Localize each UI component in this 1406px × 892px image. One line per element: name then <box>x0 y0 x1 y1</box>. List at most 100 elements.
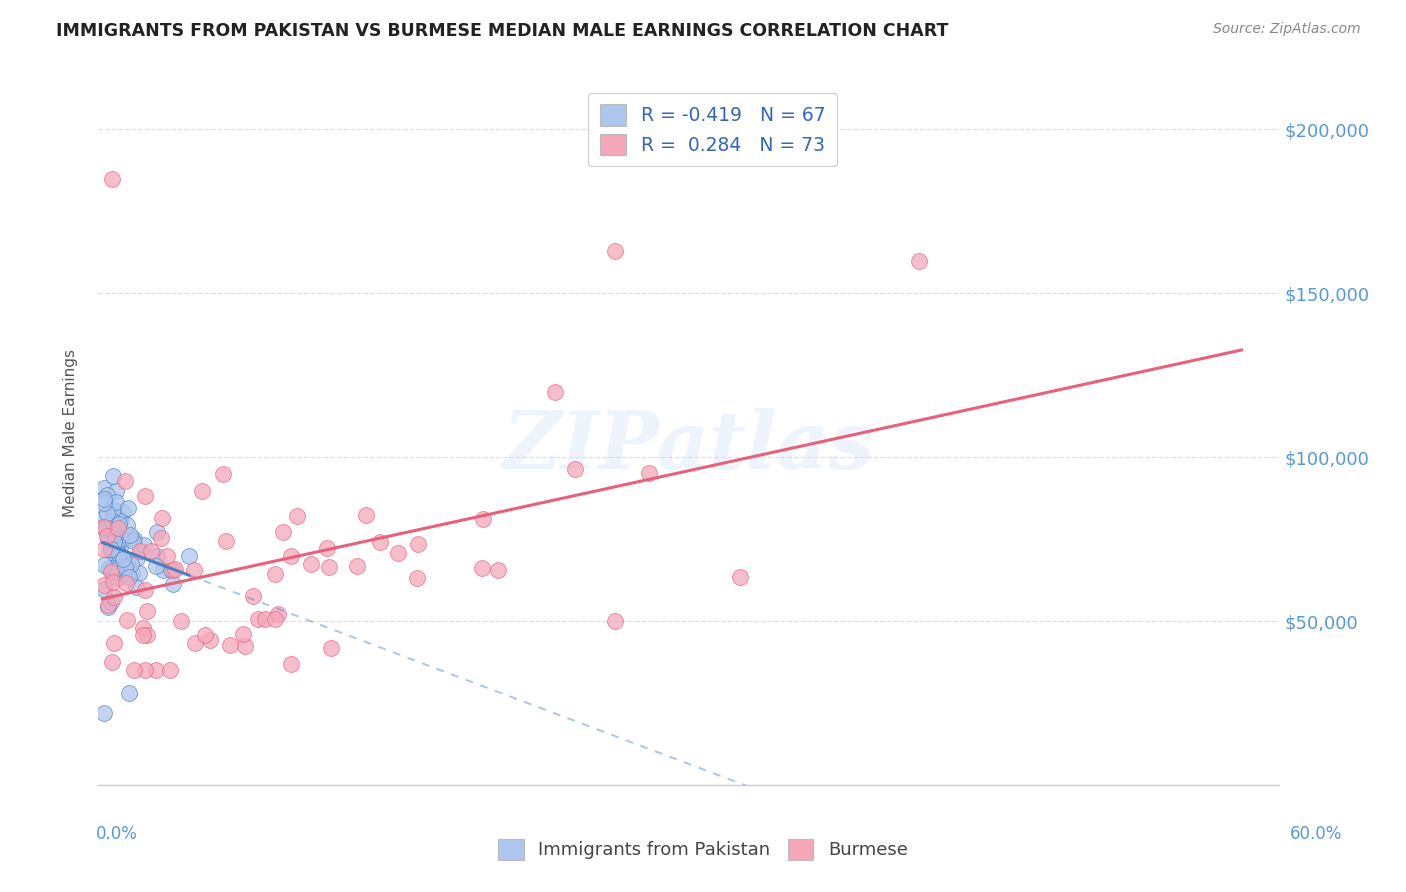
Point <box>145 663 167 677</box>
Point <box>346 558 368 573</box>
Point <box>134 663 156 677</box>
Point <box>120 528 142 542</box>
Point <box>170 614 193 628</box>
Point <box>219 638 242 652</box>
Point <box>405 571 427 585</box>
Point <box>97 600 120 615</box>
Point <box>104 540 127 554</box>
Point <box>247 612 270 626</box>
Point <box>212 467 235 481</box>
Point <box>159 563 181 577</box>
Point <box>117 500 139 515</box>
Point <box>200 632 222 647</box>
Point <box>356 508 378 522</box>
Point <box>97 599 120 613</box>
Point <box>564 461 586 475</box>
Point <box>100 565 122 579</box>
Point <box>93 519 115 533</box>
Point <box>105 571 128 585</box>
Point <box>122 533 145 548</box>
Point <box>104 526 127 541</box>
Point <box>120 557 142 571</box>
Point <box>128 544 150 558</box>
Point <box>179 549 201 563</box>
Point <box>121 566 143 580</box>
Point <box>318 559 340 574</box>
Text: 60.0%: 60.0% <box>1291 825 1343 843</box>
Point <box>98 542 121 557</box>
Point <box>134 583 156 598</box>
Point <box>98 561 121 575</box>
Point <box>183 563 205 577</box>
Point <box>108 517 131 532</box>
Point <box>115 576 138 591</box>
Point <box>100 541 122 556</box>
Point <box>110 514 132 528</box>
Point <box>104 483 127 498</box>
Text: ZIPatlas: ZIPatlas <box>503 408 875 485</box>
Point <box>110 533 132 547</box>
Point <box>162 576 184 591</box>
Point <box>93 520 115 534</box>
Point <box>406 537 429 551</box>
Point <box>104 543 127 558</box>
Point <box>107 545 129 559</box>
Point <box>132 538 155 552</box>
Point <box>471 561 494 575</box>
Point <box>96 529 118 543</box>
Point <box>108 548 131 562</box>
Point <box>93 578 115 592</box>
Point <box>105 539 128 553</box>
Point <box>603 244 626 258</box>
Point <box>114 474 136 488</box>
Point <box>103 563 125 577</box>
Point <box>115 613 138 627</box>
Point <box>132 628 155 642</box>
Point <box>603 614 626 628</box>
Text: Source: ZipAtlas.com: Source: ZipAtlas.com <box>1213 22 1361 37</box>
Point <box>101 502 124 516</box>
Legend: R = -0.419   N = 67, R =  0.284   N = 73: R = -0.419 N = 67, R = 0.284 N = 73 <box>588 93 837 167</box>
Point <box>103 635 125 649</box>
Point <box>101 565 124 579</box>
Point <box>141 544 163 558</box>
Point <box>280 657 302 672</box>
Point <box>122 533 145 547</box>
Point <box>97 533 120 547</box>
Point <box>387 546 409 560</box>
Point <box>194 628 217 642</box>
Point <box>264 566 287 581</box>
Point <box>271 525 294 540</box>
Point <box>486 563 509 577</box>
Point <box>543 385 565 400</box>
Point <box>215 534 238 549</box>
Point <box>267 607 290 622</box>
Point <box>101 656 124 670</box>
Point <box>96 488 118 502</box>
Point <box>299 558 322 572</box>
Point <box>114 560 136 574</box>
Point <box>907 253 929 268</box>
Point <box>118 570 141 584</box>
Point <box>93 482 115 496</box>
Point <box>162 563 184 577</box>
Point <box>93 558 115 572</box>
Point <box>104 494 127 508</box>
Point <box>108 553 131 567</box>
Point <box>152 563 174 577</box>
Point <box>472 512 495 526</box>
Point <box>163 561 186 575</box>
Point <box>98 503 121 517</box>
Point <box>146 549 169 564</box>
Point <box>115 518 138 533</box>
Point <box>149 531 172 545</box>
Point <box>253 612 276 626</box>
Point <box>156 549 179 564</box>
Point <box>107 564 129 578</box>
Point <box>242 589 264 603</box>
Legend: Immigrants from Pakistan, Burmese: Immigrants from Pakistan, Burmese <box>491 831 915 867</box>
Point <box>232 627 254 641</box>
Point <box>93 541 115 556</box>
Point <box>101 514 124 528</box>
Point <box>93 706 115 720</box>
